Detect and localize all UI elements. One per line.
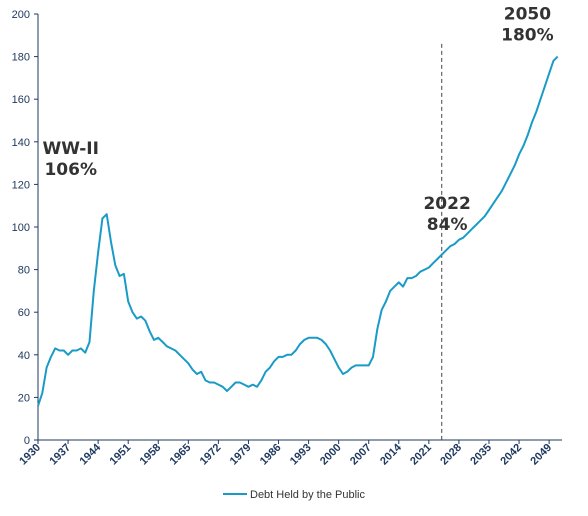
x-tick-label: 1930 — [17, 442, 43, 468]
y-tick-label: 180 — [12, 52, 30, 64]
x-tick-label: 2000 — [318, 442, 344, 468]
series-group — [37, 55, 559, 407]
x-tick-label: 1937 — [47, 442, 73, 468]
x-tick-label: 1965 — [168, 442, 194, 468]
annotation-value: 84% — [427, 215, 468, 235]
y-tick-label: 0 — [24, 435, 30, 447]
annotation-value: 180% — [501, 26, 554, 46]
y-tick-label: 120 — [12, 179, 30, 191]
x-tick-label: 1951 — [108, 442, 134, 468]
x-tick-label: 2021 — [408, 442, 434, 468]
y-tick-label: 160 — [12, 94, 30, 106]
x-tick-label: 2049 — [528, 442, 554, 468]
x-tick-label: 2028 — [438, 442, 464, 468]
y-tick-label: 200 — [12, 9, 30, 21]
x-tick-label: 1958 — [138, 442, 164, 468]
x-tick-label: 1944 — [77, 441, 103, 467]
y-tick-label: 100 — [12, 222, 30, 234]
x-tick-label: 1979 — [228, 442, 254, 468]
series-line-debt-held-by-the-public — [37, 55, 559, 407]
annotation-label: 2050 — [504, 5, 551, 25]
x-tick-label: 2014 — [378, 441, 404, 467]
y-tick-label: 140 — [12, 137, 30, 149]
annotation-label: WW-II — [42, 139, 98, 159]
y-axis: 0 20 40 60 80 100 120 140 160 180 200 — [12, 9, 39, 447]
x-tick-label: 2042 — [498, 442, 524, 468]
x-tick-label: 1993 — [288, 442, 314, 468]
legend: Debt Held by the Public — [223, 489, 365, 501]
y-tick-label: 60 — [18, 307, 30, 319]
annotation-value: 106% — [44, 160, 97, 180]
x-tick-label: 1972 — [198, 442, 224, 468]
y-tick-label: 80 — [18, 265, 30, 277]
x-axis: 1930 1937 1944 1951 1958 1965 1972 1979 1986 1993… — [17, 439, 562, 468]
y-tick-label: 20 — [18, 392, 30, 404]
x-tick-label: 2035 — [468, 442, 494, 468]
y-tick-label: 40 — [18, 350, 30, 362]
x-tick-label: 1986 — [258, 442, 284, 468]
annotation-label: 2022 — [423, 194, 470, 214]
x-tick-label: 2007 — [348, 442, 374, 468]
legend-label: Debt Held by the Public — [250, 489, 365, 501]
